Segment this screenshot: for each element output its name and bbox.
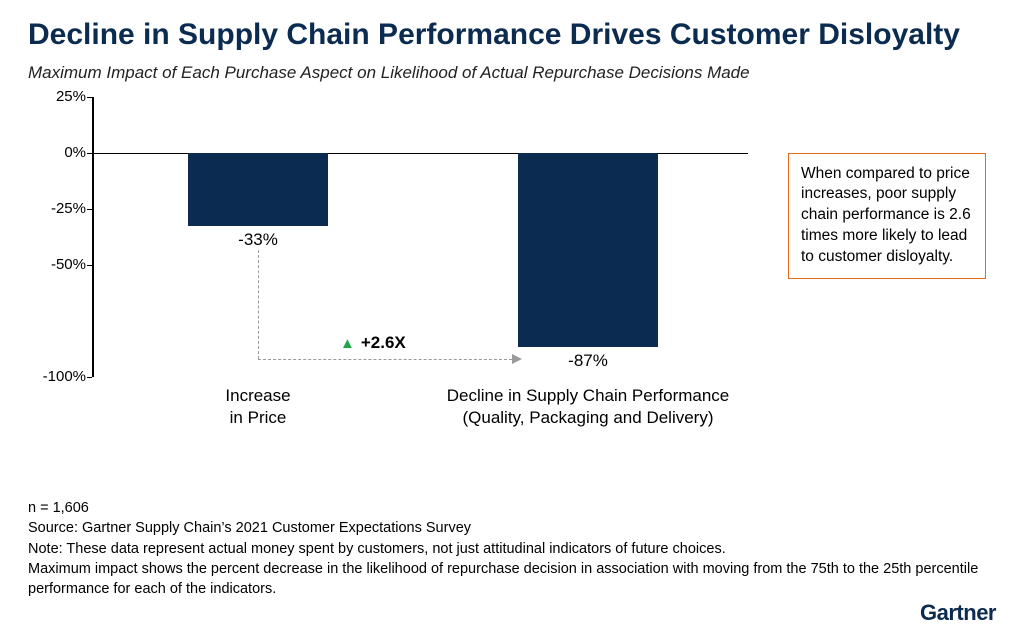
delta-text: +2.6X [361, 333, 406, 352]
y-tick-label: 25% [32, 88, 86, 105]
n-label: n = 1,606 [28, 498, 996, 518]
delta-up-icon: ▲ [340, 335, 355, 352]
category-label: Increasein Price [168, 385, 348, 429]
y-tick-label: -100% [32, 368, 86, 385]
note-2: Maximum impact shows the percent decreas… [28, 559, 996, 600]
y-axis-line [92, 97, 94, 377]
page-subtitle: Maximum Impact of Each Purchase Aspect o… [28, 63, 996, 83]
y-tick [87, 97, 92, 99]
delta-annotation: ▲ +2.6X [340, 333, 406, 353]
y-tick [87, 209, 92, 211]
bar-value-label: -87% [498, 351, 678, 371]
y-tick-label: 0% [32, 144, 86, 161]
connector-horizontal [258, 359, 512, 360]
connector-vertical [258, 250, 259, 359]
chart: 25%0%-25%-50%-100%-33%Increasein Price-8… [28, 97, 996, 427]
callout-box: When compared to price increases, poor s… [788, 153, 986, 280]
bar [518, 153, 658, 348]
bar [188, 153, 328, 227]
slide: Decline in Supply Chain Performance Driv… [0, 0, 1024, 632]
footer-notes: n = 1,606 Source: Gartner Supply Chain’s… [28, 498, 996, 599]
source-label: Source: Gartner Supply Chain’s 2021 Cust… [28, 518, 996, 538]
brand-logo: Gartner [920, 600, 996, 626]
chart-plot: 25%0%-25%-50%-100%-33%Increasein Price-8… [28, 97, 996, 427]
y-tick-label: -25% [32, 200, 86, 217]
note-1: Note: These data represent actual money … [28, 539, 996, 559]
y-tick [87, 377, 92, 379]
y-tick-label: -50% [32, 256, 86, 273]
connector-arrow-icon [512, 354, 522, 364]
page-title: Decline in Supply Chain Performance Driv… [28, 18, 996, 53]
bar-value-label: -33% [168, 230, 348, 250]
y-tick [87, 265, 92, 267]
category-label: Decline in Supply Chain Performance(Qual… [418, 385, 758, 429]
